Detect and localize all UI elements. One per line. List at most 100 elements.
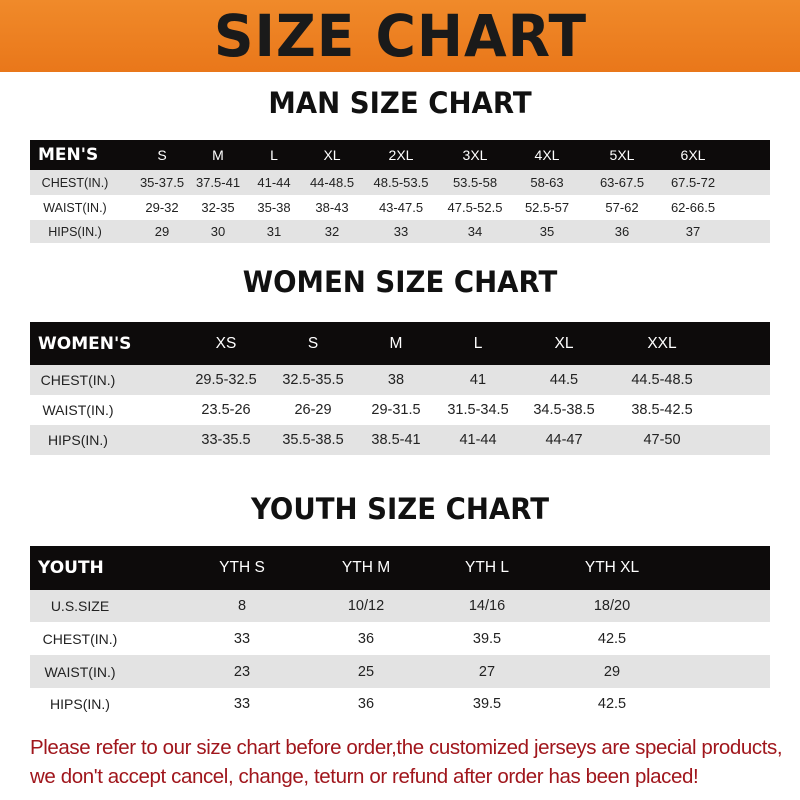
table-cell: 53.5-58 — [452, 175, 498, 190]
table-cell: 29.5-32.5 — [195, 372, 257, 388]
table-row: WAIST(IN.) 29-32 32-35 35-38 38-43 43-47.5 47.… — [30, 195, 770, 220]
table-cell: 31.5-34.5 — [447, 402, 509, 418]
men-size-table: MEN'S S M L XL 2XL 3XL 4XL 5XL 6XL CHEST(IN.) 35-37… — [30, 140, 770, 243]
measurement-label: WAIST(IN.) — [42, 402, 114, 418]
size-column-header: M — [212, 147, 224, 163]
table-cell: 8 — [237, 598, 247, 614]
table-cell: 41-44 — [459, 432, 497, 448]
order-notice: Please refer to our size chart before or… — [30, 733, 790, 791]
table-cell: 36 — [614, 224, 630, 239]
table-cell: 58-63 — [530, 175, 564, 190]
table-cell: 27 — [478, 663, 496, 680]
size-column-header: XL — [323, 147, 341, 163]
table-cell: 18/20 — [593, 598, 631, 614]
table-cell: 25 — [357, 663, 375, 680]
table-cell: 34.5-38.5 — [533, 402, 595, 418]
table-cell: 36 — [357, 630, 375, 647]
table-cell: 67.5-72 — [670, 175, 716, 190]
table-cell: 39.5 — [472, 696, 502, 712]
size-chart-banner: SIZE CHART — [0, 0, 800, 72]
table-cell: 32 — [324, 224, 340, 239]
notice-line-2: we don't accept cancel, change, teturn o… — [30, 765, 699, 788]
measurement-label: HIPS(IN.) — [50, 696, 110, 712]
table-cell: 30 — [210, 224, 226, 239]
table-cell: 14/16 — [468, 598, 506, 614]
size-column-header: S — [157, 147, 167, 163]
table-row: HIPS(IN.) 29 30 31 32 33 34 35 36 37 — [30, 220, 770, 243]
size-column-header: 6XL — [680, 147, 706, 163]
table-cell: 47.5-52.5 — [447, 200, 503, 215]
size-column-header: YTH L — [465, 559, 509, 576]
table-cell: 33 — [233, 696, 251, 712]
header-row: WOMEN'S XS S M L XL XXL — [30, 322, 770, 365]
table-cell: 42.5 — [597, 696, 627, 712]
size-column-header: YTH M — [341, 559, 391, 576]
table-cell: 62-66.5 — [670, 200, 716, 215]
size-column-header: L — [473, 334, 483, 352]
table-cell: 23 — [233, 663, 251, 680]
measurement-label: CHEST(IN.) — [40, 372, 116, 388]
men-chart-title: MAN SIZE CHART — [268, 86, 532, 120]
measurement-label: CHEST(IN.) — [42, 630, 118, 647]
table-corner-label: WOMEN'S — [38, 333, 132, 354]
table-cell: 48.5-53.5 — [373, 175, 429, 190]
table-cell: 37.5-41 — [195, 175, 241, 190]
table-cell: 47-50 — [643, 432, 681, 448]
table-cell: 44.5-48.5 — [631, 372, 693, 388]
table-cell: 38.5-42.5 — [631, 402, 693, 418]
measurement-label: WAIST(IN.) — [43, 200, 107, 215]
table-cell: 63-67.5 — [599, 175, 645, 190]
measurement-label: HIPS(IN.) — [48, 432, 108, 448]
banner-title: SIZE CHART — [213, 2, 587, 70]
measurement-label: CHEST(IN.) — [41, 175, 109, 190]
table-cell: 52.5-57 — [524, 200, 570, 215]
size-column-header: YTH S — [219, 559, 265, 576]
table-cell: 29-31.5 — [371, 402, 421, 418]
table-row: CHEST(IN.) 29.5-32.5 32.5-35.5 38 41 44.5 44.5… — [30, 365, 770, 395]
women-chart-title: WOMEN SIZE CHART — [242, 265, 558, 299]
table-cell: 57-62 — [605, 200, 639, 215]
table-cell: 29-32 — [145, 200, 179, 215]
table-cell: 35 — [539, 224, 555, 239]
table-cell: 41 — [469, 372, 487, 388]
table-cell: 10/12 — [347, 598, 385, 614]
size-column-header: YTH XL — [584, 559, 640, 576]
youth-chart-title: YOUTH SIZE CHART — [250, 492, 550, 526]
table-row: CHEST(IN.) 35-37.5 37.5-41 41-44 44-48.5 48.5… — [30, 170, 770, 195]
table-cell: 38-43 — [315, 200, 349, 215]
size-column-header: 4XL — [534, 147, 560, 163]
table-cell: 33-35.5 — [201, 432, 251, 448]
table-cell: 34 — [467, 224, 483, 239]
table-cell: 35.5-38.5 — [282, 432, 344, 448]
table-cell: 41-44 — [257, 175, 291, 190]
table-row: CHEST(IN.) 33 36 39.5 42.5 — [30, 622, 770, 655]
size-column-header: XXL — [647, 334, 677, 352]
table-cell: 44.5 — [549, 372, 579, 388]
size-column-header: L — [270, 147, 278, 163]
table-cell: 44-47 — [545, 432, 583, 448]
header-row: YOUTH YTH S YTH M YTH L YTH XL — [30, 546, 770, 590]
measurement-label: HIPS(IN.) — [48, 224, 102, 239]
table-cell: 35-37.5 — [139, 175, 185, 190]
table-cell: 32-35 — [201, 200, 235, 215]
measurement-label: U.S.SIZE — [50, 598, 110, 614]
table-cell: 36 — [357, 696, 375, 712]
table-cell: 35-38 — [257, 200, 291, 215]
table-cell: 39.5 — [472, 630, 502, 647]
table-row: HIPS(IN.) 33-35.5 35.5-38.5 38.5-41 41-44 44-… — [30, 425, 770, 455]
size-column-header: XS — [215, 334, 237, 352]
table-cell: 37 — [685, 224, 701, 239]
table-cell: 44-48.5 — [309, 175, 355, 190]
size-column-header: 5XL — [609, 147, 635, 163]
size-column-header: S — [307, 334, 319, 352]
table-cell: 29 — [154, 224, 170, 239]
notice-line-1: Please refer to our size chart before or… — [30, 736, 783, 759]
header-row: MEN'S S M L XL 2XL 3XL 4XL 5XL 6XL — [30, 140, 770, 170]
table-row: WAIST(IN.) 23.5-26 26-29 29-31.5 31.5-34.5 34… — [30, 395, 770, 425]
measurement-label: WAIST(IN.) — [44, 663, 116, 680]
table-cell: 38 — [387, 372, 405, 388]
youth-size-table: YOUTH YTH S YTH M YTH L YTH XL U.S.SIZE 8 10/12… — [30, 546, 770, 720]
table-cell: 33 — [233, 630, 251, 647]
table-cell: 42.5 — [597, 630, 627, 647]
table-cell: 32.5-35.5 — [282, 372, 344, 388]
